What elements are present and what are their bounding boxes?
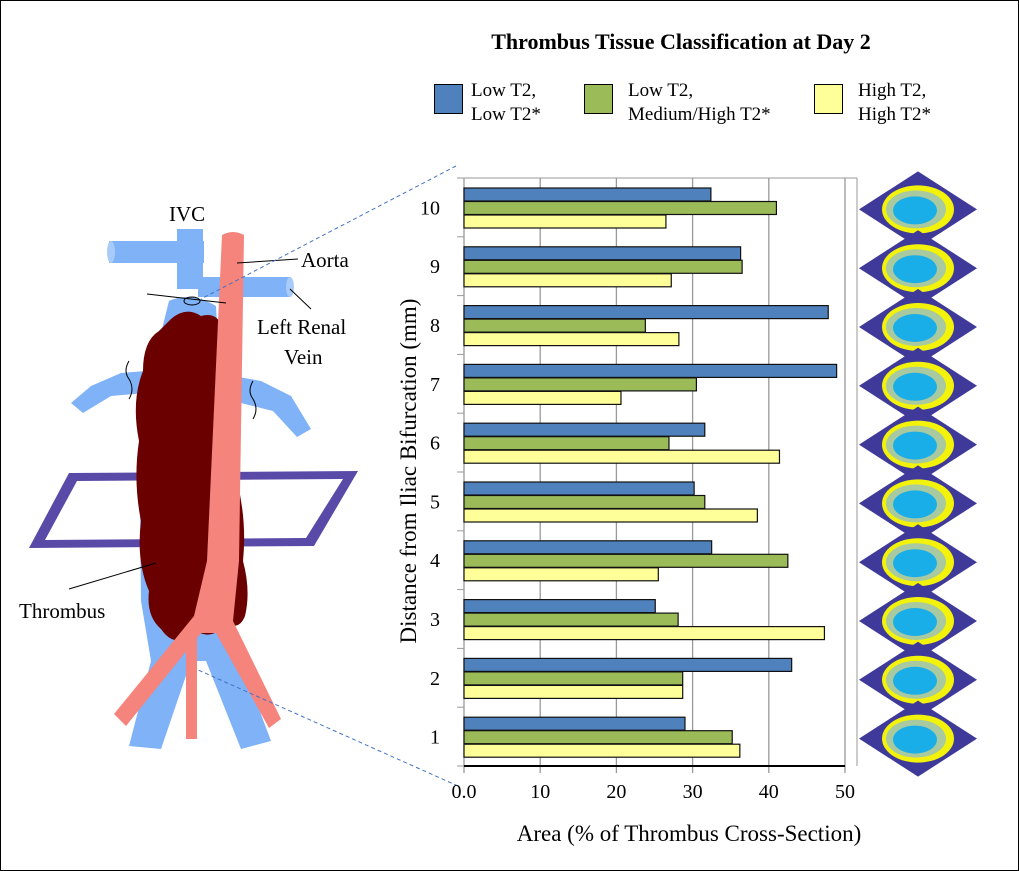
- bar-2-mm7: [463, 377, 698, 392]
- legend-swatch-low-medhigh: [584, 84, 613, 114]
- bar-1-mm4: [463, 540, 713, 555]
- bar-2-mm6: [463, 436, 670, 451]
- y-tick-label: 4: [430, 550, 440, 572]
- renal-pointer: [289, 288, 312, 310]
- anatomy-illustration: IVC Aorta Left Renal Vein Thrombus: [19, 165, 459, 787]
- aorta-label: Aorta: [301, 248, 349, 272]
- zoom-guide-bottom: [195, 668, 459, 787]
- y-tick-label: 6: [430, 433, 440, 455]
- y-tick-label: 7: [430, 374, 440, 396]
- bar-1-mm1: [463, 716, 686, 731]
- aorta-pointer: [236, 258, 299, 264]
- legend-swatch-high-high: [814, 84, 843, 114]
- legend-line: Low T2,: [471, 80, 537, 101]
- bar-1-mm5: [463, 481, 695, 496]
- cross-section-core: [893, 608, 937, 636]
- bar-3-mm8: [463, 332, 680, 347]
- bar-3-mm6: [463, 449, 781, 464]
- imaging-plane: [29, 471, 358, 548]
- bar-1-mm9: [463, 246, 742, 261]
- legend-line: Medium/High T2*: [628, 104, 771, 125]
- bar-1-mm6: [463, 422, 706, 437]
- bar-3-mm3: [463, 625, 826, 641]
- cross-section-core: [893, 549, 937, 578]
- y-tick-label: 9: [430, 256, 440, 278]
- bar-1-mm7: [463, 363, 838, 378]
- legend-label-low-low: Low T2, Low T2*: [471, 79, 541, 127]
- x-axis-label: Area (% of Thrombus Cross-Section): [516, 821, 862, 846]
- y-tick-label: 1: [430, 727, 440, 749]
- cross-section-core: [893, 666, 937, 695]
- renal-label-line2: Vein: [284, 345, 323, 369]
- bar-3-mm5: [463, 508, 758, 523]
- legend-label-low-medhigh: Low T2, Medium/High T2*: [628, 79, 771, 127]
- legend-line: Low T2*: [471, 104, 541, 125]
- y-tick-label: 5: [430, 491, 440, 513]
- bar-1-mm2: [463, 657, 793, 673]
- bar-1-mm3: [463, 598, 656, 614]
- cross-section-core: [893, 255, 937, 284]
- x-tick-label: 40: [759, 781, 779, 803]
- bar-2-mm2: [463, 671, 684, 686]
- zoom-guide-top: [200, 165, 457, 300]
- bar-3-mm4: [463, 567, 659, 582]
- cross-section-core: [893, 196, 937, 225]
- y-tick-label: 2: [430, 668, 440, 690]
- chart-title: Thrombus Tissue Classification at Day 2: [491, 29, 871, 54]
- cross-section-core: [893, 725, 937, 754]
- cross-section-core: [893, 490, 937, 519]
- x-tick-label: 50: [835, 781, 855, 803]
- cross-section-core: [893, 314, 937, 342]
- ivc-label: IVC: [169, 202, 205, 226]
- legend-swatch-low-low: [434, 84, 463, 114]
- x-tick-label: 30: [683, 781, 703, 803]
- legend-label-high-high: High T2, High T2*: [858, 79, 931, 127]
- bar-1-mm8: [463, 305, 829, 320]
- aorta-vessel: [114, 232, 281, 739]
- legend-line: Low T2,: [628, 80, 694, 101]
- legend-line: High T2*: [858, 104, 932, 125]
- thrombus-label: Thrombus: [19, 599, 105, 623]
- y-tick-label: 8: [430, 315, 440, 337]
- x-tick-label: 0.0: [452, 781, 477, 803]
- bar-3-mm7: [463, 390, 622, 405]
- cross-section-core: [893, 431, 937, 460]
- cross-section-core: [893, 372, 937, 401]
- bar-2-mm9: [463, 259, 743, 274]
- bar-2-mm5: [463, 494, 706, 510]
- x-tick-label: 10: [530, 781, 550, 803]
- bar-2-mm4: [463, 553, 789, 568]
- renal-label-line1: Left Renal: [257, 315, 346, 339]
- bar-3-mm2: [463, 684, 684, 700]
- thrombus-pointer: [68, 562, 157, 590]
- bar-2-mm1: [463, 730, 733, 745]
- y-tick-label: 3: [430, 609, 440, 631]
- bar-2-mm8: [463, 318, 646, 333]
- bar-2-mm3: [463, 612, 679, 627]
- ligature-icon: [146, 293, 227, 306]
- bar-3-mm9: [463, 273, 672, 288]
- bar-1-mm10: [463, 187, 712, 202]
- y-tick-label: 10: [420, 197, 440, 219]
- bar-2-mm10: [463, 200, 778, 216]
- legend-line: High T2,: [858, 80, 927, 101]
- suture-icon: [125, 360, 257, 420]
- x-tick-label: 20: [606, 781, 626, 803]
- bar-3-mm1: [463, 743, 741, 758]
- bar-3-mm10: [463, 214, 667, 229]
